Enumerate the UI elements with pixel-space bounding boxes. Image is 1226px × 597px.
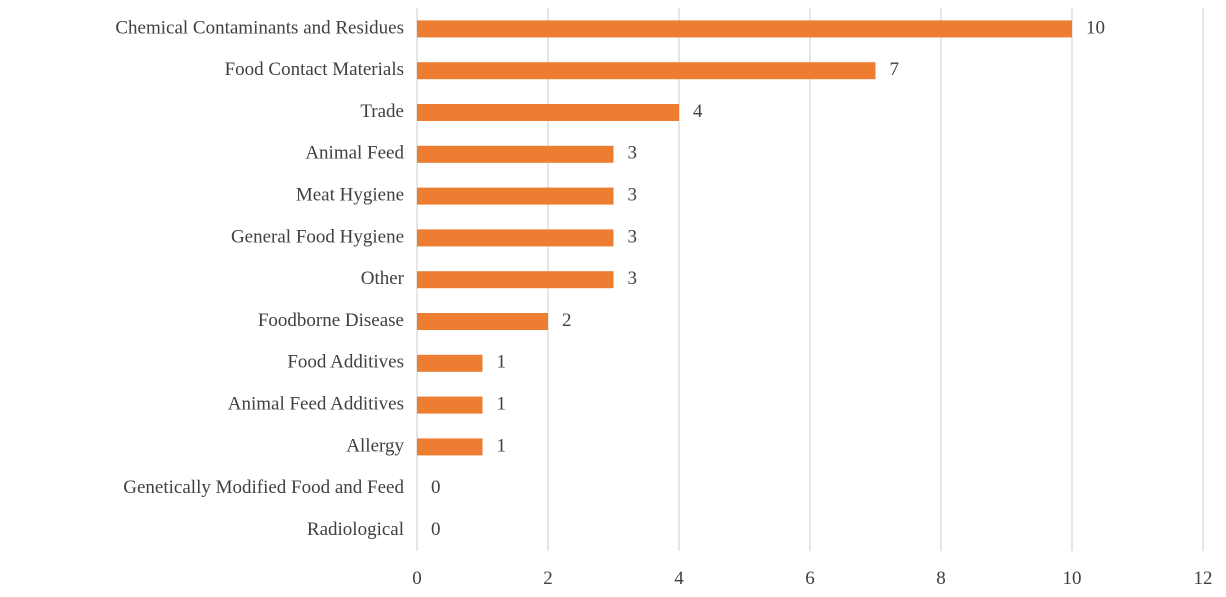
category-label: Trade: [360, 101, 404, 122]
data-label: 3: [628, 226, 638, 247]
data-label: 7: [890, 59, 900, 80]
bars: [417, 20, 1072, 456]
category-label: Radiological: [307, 519, 404, 540]
bar: [417, 396, 483, 414]
category-label: Foodborne Disease: [258, 310, 404, 331]
data-label: 10: [1086, 17, 1105, 38]
bar: [417, 62, 876, 80]
bar: [417, 354, 483, 372]
category-label: Genetically Modified Food and Feed: [123, 477, 404, 498]
x-tick-label: 10: [1063, 568, 1082, 589]
bar: [417, 187, 614, 205]
bar: [417, 271, 614, 289]
category-label: Food Additives: [287, 352, 404, 373]
bar: [417, 20, 1072, 38]
x-tick-label: 6: [805, 568, 815, 589]
category-label: Other: [361, 268, 405, 289]
data-label: 1: [497, 393, 507, 414]
data-label: 3: [628, 268, 638, 289]
data-label: 1: [497, 352, 507, 373]
category-label: Food Contact Materials: [225, 59, 404, 80]
x-tick-label: 0: [412, 568, 422, 589]
category-label: General Food Hygiene: [231, 226, 404, 247]
x-tick-label: 4: [674, 568, 684, 589]
data-label: 0: [431, 477, 441, 498]
x-tick-label: 2: [543, 568, 553, 589]
bar: [417, 313, 548, 330]
category-label: Allergy: [346, 435, 404, 456]
bar: [417, 229, 614, 247]
bar: [417, 438, 483, 456]
category-label: Animal Feed: [305, 143, 404, 164]
x-tick-label: 12: [1194, 568, 1213, 589]
bar: [417, 145, 614, 163]
gridlines: [416, 8, 1204, 551]
category-label: Chemical Contaminants and Residues: [115, 17, 404, 38]
x-tick-label: 8: [936, 568, 946, 589]
data-label: 3: [628, 143, 638, 164]
category-label: Animal Feed Additives: [228, 393, 404, 414]
data-label: 3: [628, 184, 638, 205]
bar: [417, 104, 679, 121]
data-label: 2: [562, 310, 572, 331]
category-labels: Chemical Contaminants and Residues Food C…: [115, 17, 404, 540]
x-axis-tick-labels: 0 2 4 6 8 10 12: [412, 568, 1212, 589]
data-label: 4: [693, 101, 703, 122]
category-label: Meat Hygiene: [296, 184, 404, 205]
data-label: 1: [497, 435, 507, 456]
data-label: 0: [431, 519, 441, 540]
